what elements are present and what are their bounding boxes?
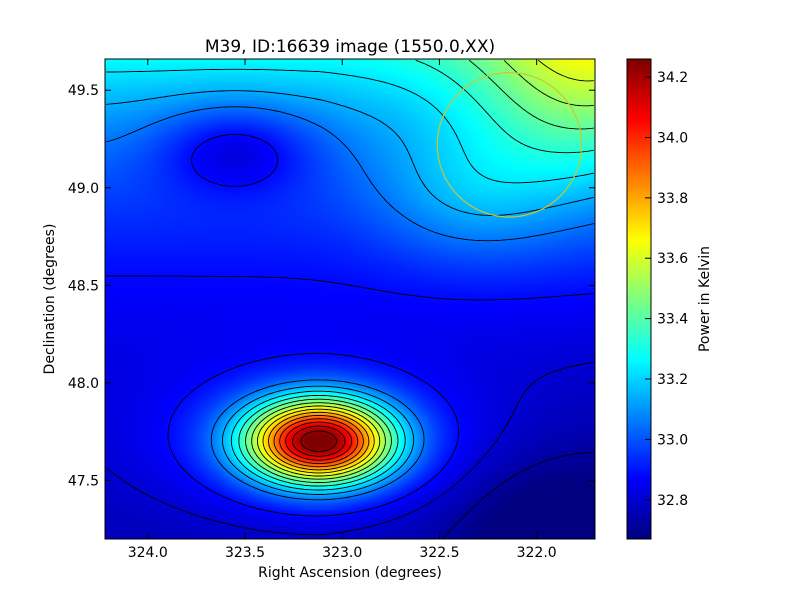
contour-line bbox=[106, 361, 594, 536]
x-tick-label: 323.5 bbox=[225, 545, 265, 561]
source-circle bbox=[436, 72, 583, 218]
y-axis-ticks: 47.5 48.0 48.5 49.0 49.5 bbox=[68, 83, 595, 489]
contour-line bbox=[238, 59, 594, 487]
contour-line bbox=[285, 421, 353, 461]
y-axis-label: Declination (degrees) bbox=[42, 224, 58, 375]
colorbar-tick-label: 33.4 bbox=[657, 312, 688, 328]
contour-line bbox=[257, 59, 594, 477]
colorbar-tick-label: 32.8 bbox=[657, 493, 688, 509]
colorbar-tick-label: 34.2 bbox=[657, 70, 688, 86]
x-tick-label: 322.0 bbox=[517, 545, 557, 561]
contour-line bbox=[251, 59, 594, 480]
x-axis-label: Right Ascension (degrees) bbox=[258, 565, 442, 581]
contour-line bbox=[300, 430, 337, 452]
x-axis-ticks: 324.0 323.5 323.0 322.5 322.0 bbox=[128, 59, 557, 561]
colorbar-gradient bbox=[627, 59, 651, 539]
contour-line bbox=[245, 59, 594, 483]
contour-line bbox=[106, 106, 594, 501]
contour-line bbox=[279, 418, 359, 465]
colorbar-tick-label: 33.8 bbox=[657, 191, 688, 207]
contour-line bbox=[268, 411, 370, 471]
contour-line bbox=[106, 134, 594, 517]
contour-line bbox=[273, 415, 364, 468]
colorbar-tick-label: 34.0 bbox=[657, 130, 688, 146]
y-tick-label: 48.0 bbox=[68, 376, 99, 392]
contour-line bbox=[262, 408, 375, 474]
y-tick-label: 49.0 bbox=[68, 181, 99, 197]
x-tick-label: 322.5 bbox=[419, 545, 459, 561]
heatmap-plot bbox=[105, 59, 595, 539]
colorbar-label: Power in Kelvin bbox=[697, 246, 713, 352]
x-tick-label: 324.0 bbox=[128, 545, 168, 561]
colorbar-ticks: 32.8 33.0 33.2 33.4 33.6 33.8 34.0 34.2 bbox=[645, 70, 688, 509]
plot-frame bbox=[104, 58, 596, 540]
y-tick-label: 48.5 bbox=[68, 278, 99, 294]
colorbar-tick-label: 33.6 bbox=[657, 251, 688, 267]
contour-line bbox=[443, 451, 594, 539]
chart-title: M39, ID:16639 image (1550.0,XX) bbox=[205, 37, 495, 57]
y-tick-label: 47.5 bbox=[68, 473, 99, 489]
colorbar-tick-label: 33.2 bbox=[657, 372, 688, 388]
contour-line bbox=[292, 425, 346, 457]
colorbar: 32.8 33.0 33.2 33.4 33.6 33.8 34.0 34.2 Power i… bbox=[626, 58, 713, 540]
contour-lines bbox=[106, 59, 594, 539]
colorbar-frame bbox=[626, 58, 652, 540]
contour-line bbox=[106, 90, 594, 495]
y-tick-label: 49.5 bbox=[68, 83, 99, 99]
colorbar-tick-label: 33.0 bbox=[657, 432, 688, 448]
x-tick-label: 323.0 bbox=[322, 545, 362, 561]
